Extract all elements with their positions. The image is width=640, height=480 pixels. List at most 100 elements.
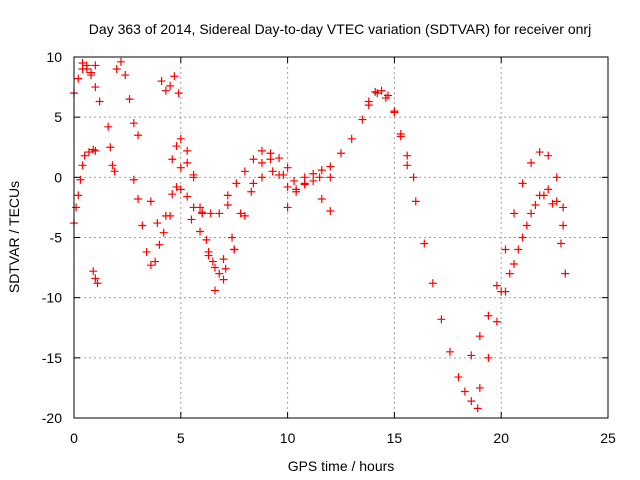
data-point [142,247,151,256]
data-point [290,176,299,185]
data-point [373,89,382,98]
x-tick-label: 0 [70,430,78,446]
data-point [108,161,117,170]
data-point [358,115,367,124]
data-point [527,158,536,167]
data-point [206,209,215,218]
data-point [189,170,198,179]
data-point [428,279,437,288]
data-point [247,187,256,196]
y-tick-label: -5 [50,230,63,246]
data-point [492,281,501,290]
data-point [125,95,134,104]
data-point [539,191,548,200]
y-tick-label: -10 [42,290,62,306]
data-point [364,97,373,106]
data-point [219,255,228,264]
data-point [473,404,482,413]
data-point [208,257,217,266]
data-point [91,274,100,283]
x-tick-label: 15 [387,430,403,446]
data-points [70,57,570,413]
data-point [283,182,292,191]
data-point [409,173,418,182]
data-point [557,239,566,248]
data-point [510,209,519,218]
data-point [475,332,484,341]
data-point [176,163,185,172]
data-point [95,97,104,106]
data-point [116,57,125,66]
data-point [151,257,160,266]
y-tick-label: -20 [42,410,62,426]
data-point [223,191,232,200]
data-point [168,155,177,164]
data-point [196,203,205,212]
data-point [337,149,345,158]
data-point [552,197,561,206]
data-point [168,190,177,199]
data-point [454,373,463,382]
data-point [484,353,493,362]
data-point [106,143,115,152]
data-point [93,279,102,288]
data-point [72,203,81,212]
data-point [266,155,275,164]
data-point [257,146,266,155]
data-point [176,185,185,194]
chart-title: Day 363 of 2014, Sidereal Day-to-day VTE… [89,21,591,37]
data-point [292,187,301,196]
data-point [492,317,501,326]
data-point [403,161,412,170]
data-point [146,197,155,206]
data-point [232,179,241,188]
data-point [460,387,469,396]
data-point [559,221,568,230]
data-point [309,169,318,178]
data-point [74,191,83,200]
data-point [84,148,93,157]
data-point [74,74,83,83]
data-point [510,259,519,268]
data-point [467,351,476,360]
data-point [497,287,506,296]
series-satellite-track-12 [223,146,335,200]
series-satellite-track-13 [283,173,335,216]
data-point [80,151,89,160]
data-point [518,179,527,188]
data-point [187,215,196,224]
data-point [403,151,412,160]
series-satellite-track-9 [157,72,183,98]
data-point [514,245,523,254]
data-point [411,197,420,206]
data-point [82,65,91,74]
data-point [230,245,239,254]
data-point [172,182,181,191]
data-point [221,264,230,273]
data-point [531,201,540,210]
series-satellite-track-7 [129,175,232,270]
data-point [505,269,514,278]
data-point [129,175,138,184]
data-point [112,65,121,74]
data-point [146,261,155,270]
data-point [544,151,553,160]
data-point [153,219,162,228]
data-point [548,199,557,208]
data-point [91,146,100,155]
data-point [518,233,527,242]
data-point [183,146,192,155]
data-point [283,203,292,212]
data-point [210,286,219,295]
y-tick-label: 0 [54,169,62,185]
data-point [257,173,266,182]
data-point [396,130,405,139]
data-point [390,108,399,117]
data-point [87,68,96,77]
data-point [522,221,531,230]
data-point [467,397,476,406]
data-point [326,207,335,216]
y-axis-ticks: -20 -15 -10 -5 0 5 10 [42,49,608,426]
data-point [215,209,224,218]
data-point [475,383,484,392]
